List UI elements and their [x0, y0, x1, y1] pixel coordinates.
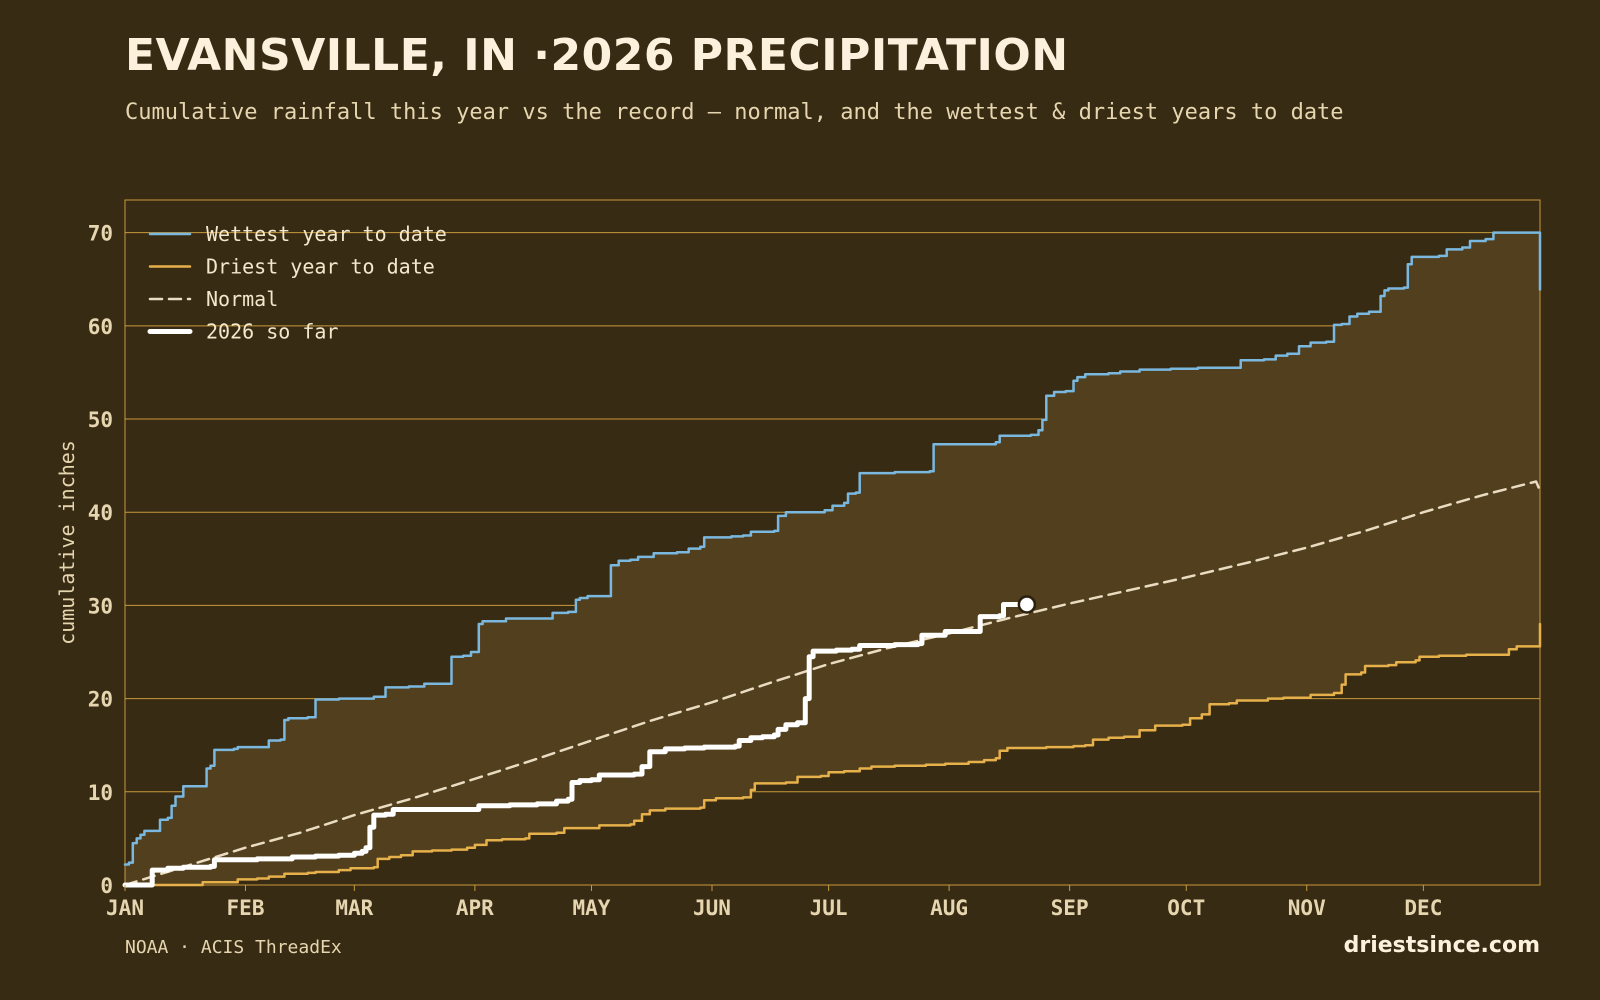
- x-tick-label-jan: JAN: [106, 896, 144, 920]
- x-tick-label-sep: SEP: [1051, 896, 1089, 920]
- plot-frame: [124, 199, 1541, 886]
- x-tick-label-nov: NOV: [1288, 896, 1326, 920]
- series-line-current: [122, 602, 1030, 888]
- x-tick-label-aug: AUG: [930, 896, 968, 920]
- x-tick-label-dec: DEC: [1404, 896, 1442, 920]
- y-axis-label: cumulative inches: [55, 440, 79, 645]
- y-tick-label: 20: [88, 688, 113, 712]
- y-tick-label: 40: [88, 501, 113, 525]
- x-tick-label-jun: JUN: [693, 896, 731, 920]
- y-tick-label: 30: [88, 594, 113, 618]
- series-line-driest: [123, 622, 1542, 887]
- current-value-marker: [1017, 595, 1037, 614]
- x-tick-label-oct: OCT: [1167, 896, 1205, 920]
- legend-label-current: 2026 so far: [206, 320, 338, 344]
- brand-link[interactable]: driestsince.com: [1343, 933, 1540, 958]
- x-tick-label-mar: MAR: [335, 896, 373, 920]
- y-tick-label: 70: [88, 222, 113, 246]
- legend-label-driest: Driest year to date: [206, 255, 435, 279]
- x-tick-label-feb: FEB: [227, 896, 265, 920]
- x-tick-label-apr: APR: [456, 896, 494, 920]
- legend-label-normal: Normal: [206, 287, 278, 311]
- x-tick-label-jul: JUL: [810, 896, 848, 920]
- y-tick-label: 10: [88, 781, 113, 805]
- wettest-driest-band: [125, 232, 1540, 886]
- series-line-wettest: [123, 231, 1542, 866]
- y-tick-label: 50: [88, 408, 113, 432]
- source-note: NOAA · ACIS ThreadEx: [125, 937, 342, 958]
- series-line-normal: [123, 480, 1542, 887]
- page-title: EVANSVILLE, IN ·2026 PRECIPITATION: [125, 30, 1069, 81]
- legend-label-wettest: Wettest year to date: [206, 222, 447, 246]
- y-tick-label: 60: [88, 315, 113, 339]
- x-tick-label-may: MAY: [573, 896, 611, 920]
- page-subtitle: Cumulative rainfall this year vs the rec…: [125, 100, 1344, 125]
- y-tick-label: 0: [100, 874, 113, 898]
